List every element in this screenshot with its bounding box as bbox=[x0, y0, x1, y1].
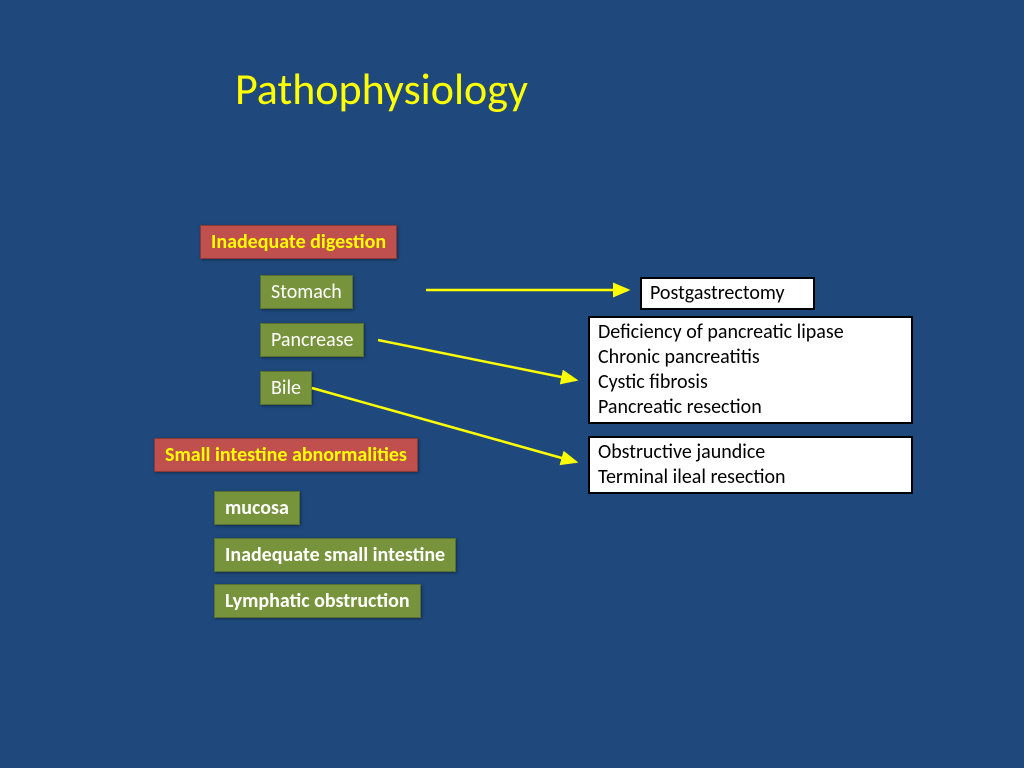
box-stomach: Stomach bbox=[260, 275, 353, 309]
detail-line: Chronic pancreatitis bbox=[598, 345, 903, 370]
box-bile: Bile bbox=[260, 371, 312, 405]
slide-title: Pathophysiology bbox=[235, 62, 528, 116]
detail-line: Postgastrectomy bbox=[650, 281, 785, 305]
detail-line: Pancreatic resection bbox=[598, 395, 903, 420]
box-pancrease: Pancrease bbox=[260, 323, 364, 357]
box-mucosa: mucosa bbox=[214, 491, 300, 525]
detail-line: Cystic fibrosis bbox=[598, 370, 903, 395]
box-inadequate-small-intestine: Inadequate small intestine bbox=[214, 538, 456, 572]
detail-postgastrectomy: Postgastrectomy bbox=[640, 277, 815, 310]
detail-bile: Obstructive jaundice Terminal ileal rese… bbox=[588, 436, 913, 494]
detail-line: Obstructive jaundice bbox=[598, 440, 903, 465]
header-small-intestine: Small intestine abnormalities bbox=[154, 438, 418, 472]
arrow-pancrease bbox=[378, 340, 576, 380]
detail-line: Deficiency of pancreatic lipase bbox=[598, 320, 903, 345]
header-inadequate-digestion: Inadequate digestion bbox=[200, 225, 397, 259]
detail-line: Terminal ileal resection bbox=[598, 465, 903, 490]
detail-pancrease: Deficiency of pancreatic lipase Chronic … bbox=[588, 316, 913, 424]
box-lymphatic-obstruction: Lymphatic obstruction bbox=[214, 584, 421, 618]
